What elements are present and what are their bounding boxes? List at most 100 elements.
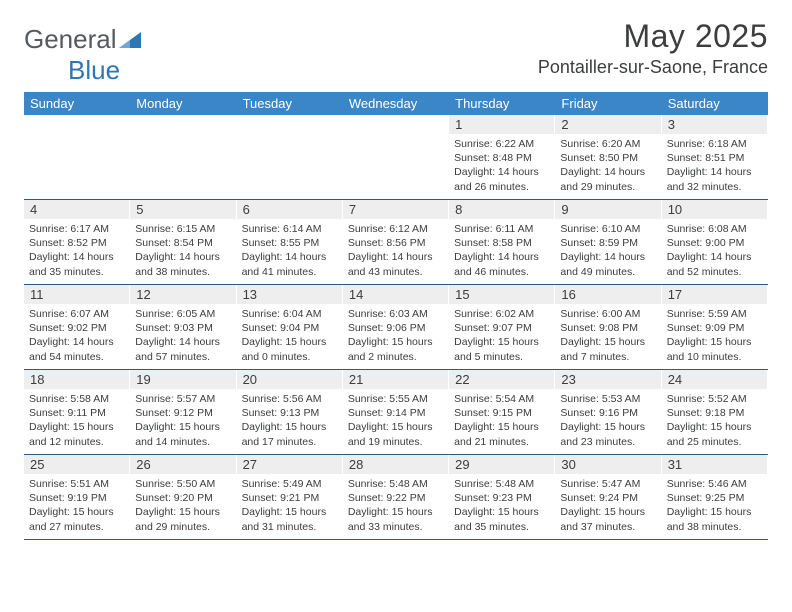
day-cell: 31Sunrise: 5:46 AMSunset: 9:25 PMDayligh… xyxy=(662,455,768,539)
day-number: 24 xyxy=(662,370,767,389)
day-body: Sunrise: 6:20 AMSunset: 8:50 PMDaylight:… xyxy=(555,134,660,199)
day-body: Sunrise: 5:47 AMSunset: 9:24 PMDaylight:… xyxy=(555,474,660,539)
sunrise-text: Sunrise: 6:05 AM xyxy=(135,307,230,321)
daylight-text: Daylight: 14 hours and 54 minutes. xyxy=(29,335,124,363)
day-number: 12 xyxy=(130,285,235,304)
sunset-text: Sunset: 9:21 PM xyxy=(242,491,337,505)
day-number: 30 xyxy=(555,455,660,474)
week-row: 1Sunrise: 6:22 AMSunset: 8:48 PMDaylight… xyxy=(24,115,768,200)
daylight-text: Daylight: 15 hours and 0 minutes. xyxy=(242,335,337,363)
brand-triangle-icon xyxy=(119,24,141,55)
day-cell: 23Sunrise: 5:53 AMSunset: 9:16 PMDayligh… xyxy=(555,370,661,454)
day-cell: 25Sunrise: 5:51 AMSunset: 9:19 PMDayligh… xyxy=(24,455,130,539)
daylight-text: Daylight: 15 hours and 31 minutes. xyxy=(242,505,337,533)
sunrise-text: Sunrise: 6:07 AM xyxy=(29,307,124,321)
day-body: Sunrise: 5:52 AMSunset: 9:18 PMDaylight:… xyxy=(662,389,767,454)
day-cell: 14Sunrise: 6:03 AMSunset: 9:06 PMDayligh… xyxy=(343,285,449,369)
sunset-text: Sunset: 9:19 PM xyxy=(29,491,124,505)
day-number: 8 xyxy=(449,200,554,219)
daylight-text: Daylight: 15 hours and 29 minutes. xyxy=(135,505,230,533)
sunrise-text: Sunrise: 6:17 AM xyxy=(29,222,124,236)
day-body xyxy=(237,119,342,127)
day-body: Sunrise: 6:10 AMSunset: 8:59 PMDaylight:… xyxy=(555,219,660,284)
day-cell: 27Sunrise: 5:49 AMSunset: 9:21 PMDayligh… xyxy=(237,455,343,539)
day-cell: 22Sunrise: 5:54 AMSunset: 9:15 PMDayligh… xyxy=(449,370,555,454)
sunrise-text: Sunrise: 6:14 AM xyxy=(242,222,337,236)
day-cell: 1Sunrise: 6:22 AMSunset: 8:48 PMDaylight… xyxy=(449,115,555,199)
day-body: Sunrise: 6:05 AMSunset: 9:03 PMDaylight:… xyxy=(130,304,235,369)
week-row: 18Sunrise: 5:58 AMSunset: 9:11 PMDayligh… xyxy=(24,370,768,455)
day-body: Sunrise: 6:17 AMSunset: 8:52 PMDaylight:… xyxy=(24,219,129,284)
sunrise-text: Sunrise: 5:52 AM xyxy=(667,392,762,406)
sunrise-text: Sunrise: 5:49 AM xyxy=(242,477,337,491)
day-body: Sunrise: 5:57 AMSunset: 9:12 PMDaylight:… xyxy=(130,389,235,454)
sunrise-text: Sunrise: 6:18 AM xyxy=(667,137,762,151)
sunset-text: Sunset: 9:09 PM xyxy=(667,321,762,335)
day-number: 2 xyxy=(555,115,660,134)
sunrise-text: Sunrise: 6:00 AM xyxy=(560,307,655,321)
day-number: 14 xyxy=(343,285,448,304)
page-subtitle: Pontailler-sur-Saone, France xyxy=(538,57,768,78)
day-number: 28 xyxy=(343,455,448,474)
day-cell: 19Sunrise: 5:57 AMSunset: 9:12 PMDayligh… xyxy=(130,370,236,454)
daylight-text: Daylight: 15 hours and 7 minutes. xyxy=(560,335,655,363)
day-number: 3 xyxy=(662,115,767,134)
day-number: 15 xyxy=(449,285,554,304)
day-body: Sunrise: 6:04 AMSunset: 9:04 PMDaylight:… xyxy=(237,304,342,369)
sunrise-text: Sunrise: 5:47 AM xyxy=(560,477,655,491)
sunset-text: Sunset: 8:50 PM xyxy=(560,151,655,165)
day-body: Sunrise: 5:48 AMSunset: 9:22 PMDaylight:… xyxy=(343,474,448,539)
daylight-text: Daylight: 14 hours and 52 minutes. xyxy=(667,250,762,278)
sunset-text: Sunset: 9:04 PM xyxy=(242,321,337,335)
day-body: Sunrise: 6:12 AMSunset: 8:56 PMDaylight:… xyxy=(343,219,448,284)
daylight-text: Daylight: 15 hours and 19 minutes. xyxy=(348,420,443,448)
day-body: Sunrise: 5:51 AMSunset: 9:19 PMDaylight:… xyxy=(24,474,129,539)
sunset-text: Sunset: 9:12 PM xyxy=(135,406,230,420)
week-row: 11Sunrise: 6:07 AMSunset: 9:02 PMDayligh… xyxy=(24,285,768,370)
sunset-text: Sunset: 8:58 PM xyxy=(454,236,549,250)
sunset-text: Sunset: 8:52 PM xyxy=(29,236,124,250)
sunrise-text: Sunrise: 6:15 AM xyxy=(135,222,230,236)
day-body: Sunrise: 6:03 AMSunset: 9:06 PMDaylight:… xyxy=(343,304,448,369)
day-cell: 9Sunrise: 6:10 AMSunset: 8:59 PMDaylight… xyxy=(555,200,661,284)
sunrise-text: Sunrise: 5:46 AM xyxy=(667,477,762,491)
day-number: 19 xyxy=(130,370,235,389)
sunrise-text: Sunrise: 5:54 AM xyxy=(454,392,549,406)
day-body: Sunrise: 5:58 AMSunset: 9:11 PMDaylight:… xyxy=(24,389,129,454)
day-body xyxy=(130,119,235,127)
sunset-text: Sunset: 9:02 PM xyxy=(29,321,124,335)
day-number: 13 xyxy=(237,285,342,304)
day-number: 23 xyxy=(555,370,660,389)
day-cell: 2Sunrise: 6:20 AMSunset: 8:50 PMDaylight… xyxy=(555,115,661,199)
sunset-text: Sunset: 9:07 PM xyxy=(454,321,549,335)
day-cell: 15Sunrise: 6:02 AMSunset: 9:07 PMDayligh… xyxy=(449,285,555,369)
day-cell: 8Sunrise: 6:11 AMSunset: 8:58 PMDaylight… xyxy=(449,200,555,284)
daylight-text: Daylight: 15 hours and 21 minutes. xyxy=(454,420,549,448)
day-header: Sunday xyxy=(24,92,130,115)
day-cell xyxy=(237,115,343,199)
week-row: 4Sunrise: 6:17 AMSunset: 8:52 PMDaylight… xyxy=(24,200,768,285)
day-cell: 10Sunrise: 6:08 AMSunset: 9:00 PMDayligh… xyxy=(662,200,768,284)
day-number: 29 xyxy=(449,455,554,474)
day-number: 18 xyxy=(24,370,129,389)
day-body: Sunrise: 5:56 AMSunset: 9:13 PMDaylight:… xyxy=(237,389,342,454)
day-number: 5 xyxy=(130,200,235,219)
sunset-text: Sunset: 9:15 PM xyxy=(454,406,549,420)
sunset-text: Sunset: 9:22 PM xyxy=(348,491,443,505)
day-number: 4 xyxy=(24,200,129,219)
day-number: 1 xyxy=(449,115,554,134)
day-body xyxy=(24,119,129,127)
sunset-text: Sunset: 9:08 PM xyxy=(560,321,655,335)
calendar-table: Sunday Monday Tuesday Wednesday Thursday… xyxy=(24,92,768,540)
sunrise-text: Sunrise: 5:55 AM xyxy=(348,392,443,406)
sunset-text: Sunset: 8:56 PM xyxy=(348,236,443,250)
day-cell: 18Sunrise: 5:58 AMSunset: 9:11 PMDayligh… xyxy=(24,370,130,454)
day-body: Sunrise: 6:02 AMSunset: 9:07 PMDaylight:… xyxy=(449,304,554,369)
brand-logo: General Blue xyxy=(24,18,141,86)
day-cell: 29Sunrise: 5:48 AMSunset: 9:23 PMDayligh… xyxy=(449,455,555,539)
day-header: Friday xyxy=(555,92,661,115)
daylight-text: Daylight: 15 hours and 12 minutes. xyxy=(29,420,124,448)
day-number: 25 xyxy=(24,455,129,474)
day-cell: 4Sunrise: 6:17 AMSunset: 8:52 PMDaylight… xyxy=(24,200,130,284)
day-number: 16 xyxy=(555,285,660,304)
